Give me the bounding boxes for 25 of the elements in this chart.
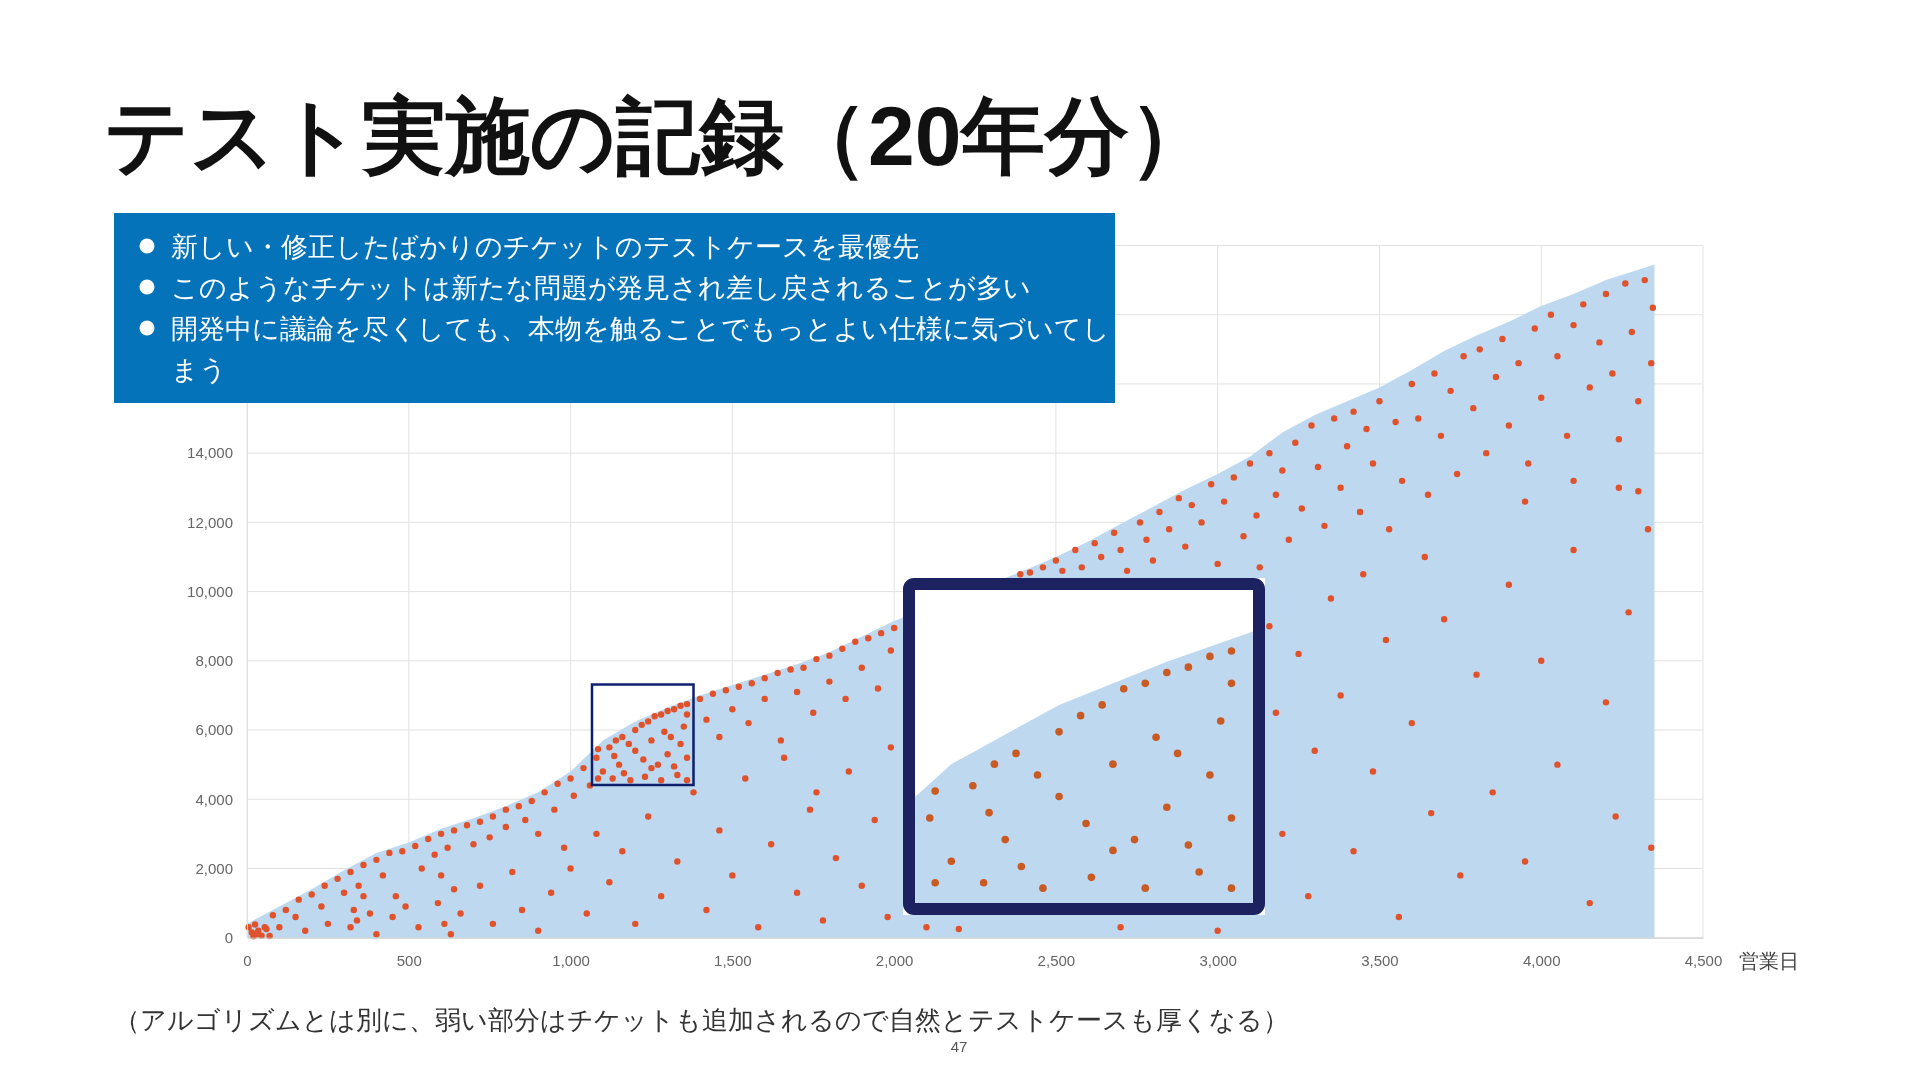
x-tick-label: 1,000 — [552, 952, 590, 970]
x-tick-label: 3,000 — [1199, 952, 1237, 970]
x-tick-label: 0 — [243, 952, 252, 970]
x-axis-title: 営業日 — [1739, 950, 1799, 972]
y-tick-label: 2,000 — [195, 859, 233, 877]
x-tick-label: 4,500 — [1684, 952, 1723, 970]
x-tick-label: 4,000 — [1522, 952, 1561, 970]
annotation: 新しい・修正したばかりのチケットのテストケースを最優先 — [171, 231, 919, 262]
x-tick-label: 2,000 — [875, 952, 914, 970]
x-tick-label: 3,500 — [1361, 952, 1399, 970]
x-tick-label: 1,500 — [714, 952, 752, 970]
annotation: 開発中に議論を尽くしても、本物を触ることでもっとよい仕様に気づいてしまう — [171, 313, 1110, 385]
chart-title: テスト実施の記録（20年分） — [104, 89, 1214, 183]
text: 47 — [950, 1038, 968, 1055]
y-tick-label: 8,000 — [195, 652, 233, 670]
y-tick-label: 14,000 — [187, 444, 233, 462]
text: （アルゴリズムとは別に、弱い部分はチケットも追加されるので自然とテストケースも厚くなる） — [114, 1005, 1289, 1035]
annotation: このようなチケットは新たな問題が発見され差し戻されることが多い — [171, 272, 1031, 303]
y-tick-label: 0 — [224, 929, 233, 946]
x-tick-label: 500 — [396, 952, 422, 970]
y-tick-label: 4,000 — [195, 790, 233, 808]
y-tick-label: 12,000 — [187, 513, 233, 531]
y-tick-label: 10,000 — [187, 582, 233, 600]
x-tick-label: 2,500 — [1037, 952, 1076, 970]
y-tick-label: 6,000 — [195, 721, 233, 739]
